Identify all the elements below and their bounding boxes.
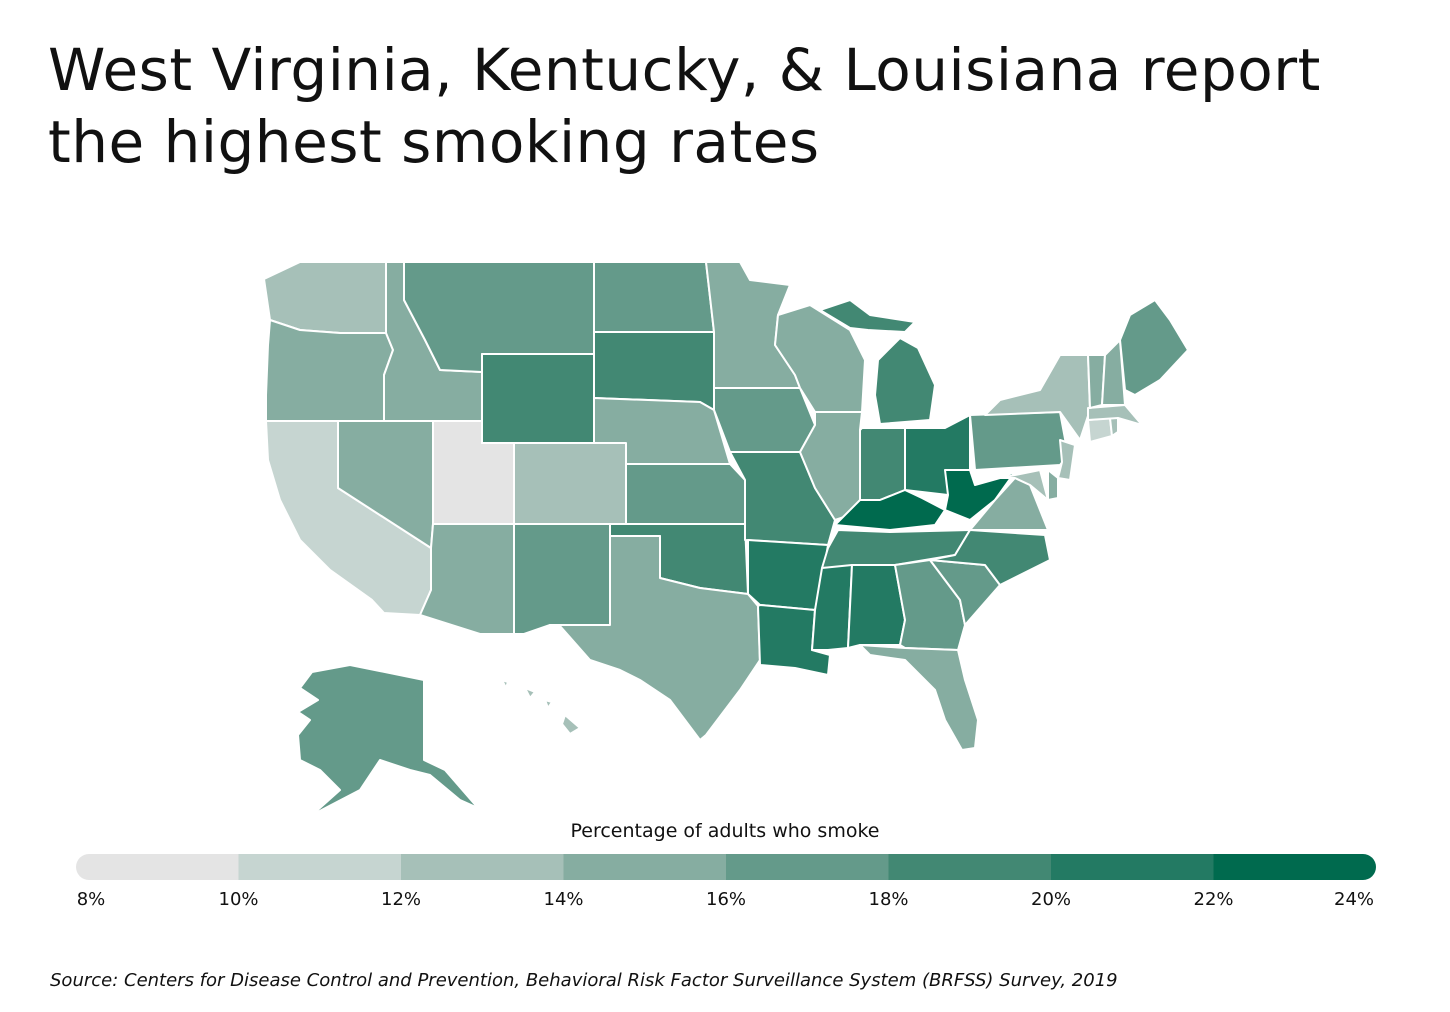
state-new-jersey[interactable] xyxy=(1057,439,1076,481)
legend-tick-label: 16% xyxy=(705,889,747,910)
state-wyoming[interactable] xyxy=(481,353,595,444)
state-kentucky[interactable] xyxy=(834,489,946,531)
state-arizona[interactable] xyxy=(419,523,515,635)
state-connecticut[interactable] xyxy=(1087,417,1113,443)
legend-tick-label: 12% xyxy=(380,889,422,910)
state-maryland[interactable] xyxy=(999,469,1049,501)
state-rhode-island[interactable] xyxy=(1109,417,1119,437)
legend-tick-label: 14% xyxy=(543,889,584,910)
legend-swatch-4 xyxy=(726,854,889,880)
state-colorado[interactable] xyxy=(513,442,627,525)
state-washington[interactable] xyxy=(263,261,387,334)
state-hawaii[interactable] xyxy=(501,679,581,735)
legend-title: Percentage of adults who smoke xyxy=(570,820,880,842)
chart-title: West Virginia, Kentucky, & Louisiana rep… xyxy=(48,36,1321,176)
state-oregon[interactable] xyxy=(265,319,394,422)
legend-swatch-0 xyxy=(76,854,239,880)
state-north-dakota[interactable] xyxy=(593,261,715,333)
legend-swatch-1 xyxy=(238,854,402,880)
state-west-virginia[interactable] xyxy=(944,469,1016,521)
legend-color-scale xyxy=(76,854,1376,880)
legend-tick-label: 20% xyxy=(1030,889,1072,910)
legend-swatch-6 xyxy=(1051,854,1214,880)
legend-tick-label: 18% xyxy=(868,889,909,910)
state-new-hampshire[interactable] xyxy=(1101,339,1126,406)
legend-swatch-5 xyxy=(888,854,1052,880)
source-note: Source: Centers for Disease Control and … xyxy=(50,970,1118,991)
state-iowa[interactable] xyxy=(713,387,816,453)
state-new-mexico[interactable] xyxy=(513,523,611,635)
state-florida[interactable] xyxy=(859,644,979,751)
legend-tick-label: 24% xyxy=(1333,889,1375,910)
state-pennsylvania[interactable] xyxy=(969,411,1069,471)
legend-tick-label: 22% xyxy=(1193,889,1234,910)
state-texas[interactable] xyxy=(549,535,761,741)
state-maine[interactable] xyxy=(1119,299,1189,396)
legend-swatch-2 xyxy=(401,854,564,880)
state-indiana[interactable] xyxy=(859,427,906,501)
state-alaska[interactable] xyxy=(297,664,479,816)
state-michigan[interactable] xyxy=(819,299,936,425)
legend-swatch-3 xyxy=(563,854,727,880)
state-delaware[interactable] xyxy=(1047,469,1059,501)
state-kansas[interactable] xyxy=(625,463,746,525)
legend-swatch-7 xyxy=(1213,854,1376,880)
legend-tick-label: 8% xyxy=(76,889,106,910)
legend-tick-label: 10% xyxy=(218,889,259,910)
